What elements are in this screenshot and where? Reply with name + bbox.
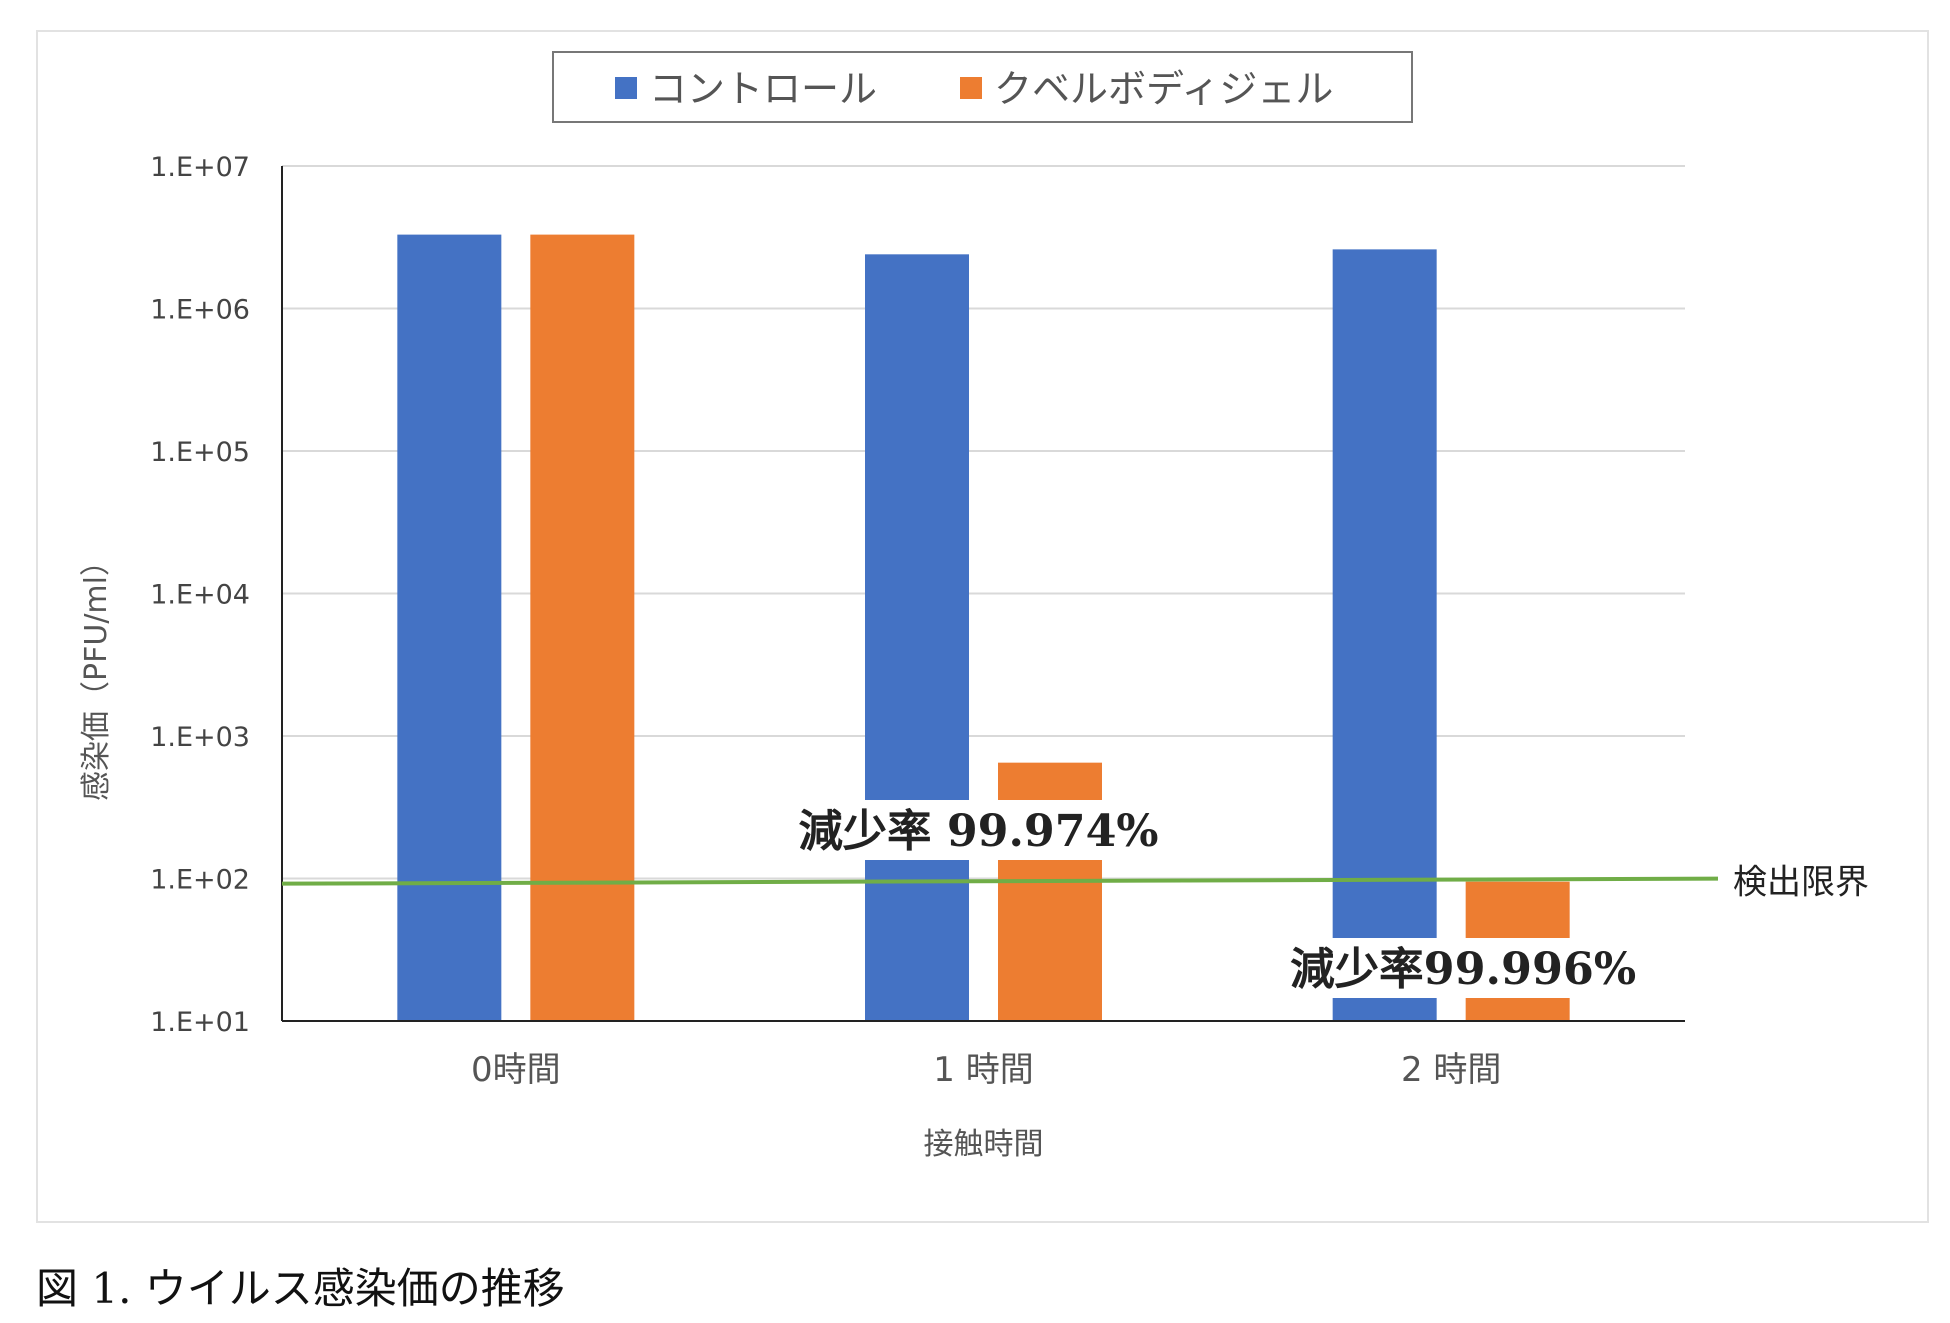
- reduction-rate-annotation: 減少率99.996%: [1290, 944, 1636, 995]
- annotation-background: [1284, 938, 1643, 998]
- y-axis-title: 感染価（PFU/ml）: [79, 546, 114, 801]
- bar-0-0: [397, 234, 502, 1022]
- y-tick-labels: 1.E+01 1.E+02 1.E+03 1.E+04 1.E+05 1.E+06 1.E+…: [150, 152, 250, 1038]
- legend-label: クベルボディジェル: [994, 67, 1333, 111]
- y-tick-label: 1.E+03: [150, 722, 250, 753]
- bars: [397, 234, 1570, 1022]
- legend-swatch: [615, 77, 637, 99]
- x-tick-labels: 0時間 1 時間 2 時間: [471, 1050, 1501, 1090]
- legend-label: コントロール: [649, 67, 877, 111]
- y-tick-label: 1.E+01: [150, 1007, 250, 1038]
- y-tick-label: 1.E+04: [150, 580, 250, 611]
- annotations: 減少率 99.974% 減少率99.996%: [792, 800, 1643, 998]
- y-tick-label: 1.E+05: [150, 437, 250, 468]
- y-tick-label: 1.E+07: [150, 152, 250, 183]
- chart-frame: [36, 30, 1929, 1223]
- detection-limit-group: 検出限界: [281, 863, 1869, 903]
- detection-limit-line: [281, 876, 1719, 886]
- detection-limit-label: 検出限界: [1733, 863, 1869, 903]
- figure-caption: 図 1. ウイルス感染価の推移: [36, 1264, 565, 1313]
- y-tick-label: 1.E+06: [150, 295, 250, 326]
- legend: コントロール クベルボディジェル: [552, 51, 1413, 123]
- x-tick-label: 1 時間: [933, 1050, 1033, 1090]
- bar-chart: 1.E+01 1.E+02 1.E+03 1.E+04 1.E+05 1.E+06 1.E+…: [79, 51, 1869, 1162]
- x-axis-title: 接触時間: [924, 1127, 1044, 1162]
- bar-1-0: [530, 234, 635, 1022]
- reduction-rate-annotation: 減少率 99.974%: [799, 806, 1159, 857]
- x-tick-label: 2 時間: [1401, 1050, 1501, 1090]
- annotation-background: [792, 800, 1165, 860]
- y-tick-label: 1.E+02: [150, 865, 250, 896]
- bar-0-2: [1332, 249, 1437, 1021]
- legend-box: [552, 51, 1413, 123]
- legend-swatch: [960, 77, 982, 99]
- x-tick-label: 0時間: [471, 1050, 561, 1090]
- bar-0-1: [865, 254, 969, 1022]
